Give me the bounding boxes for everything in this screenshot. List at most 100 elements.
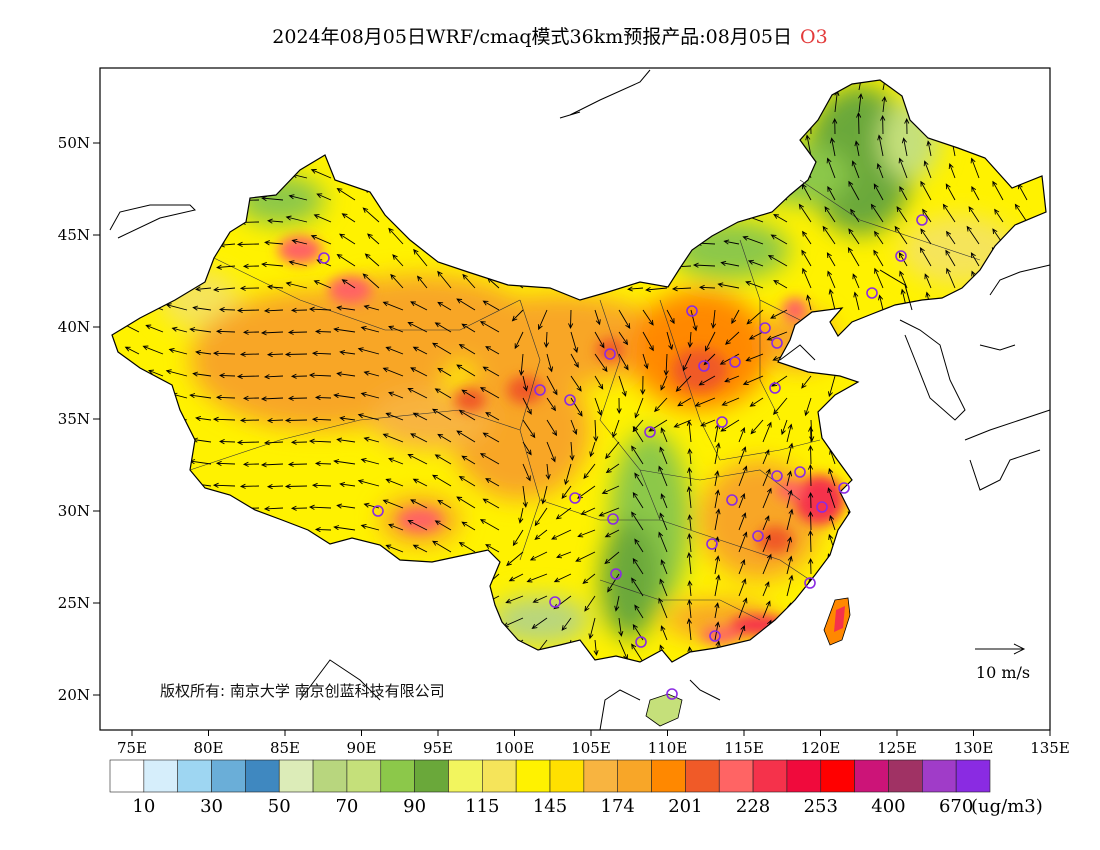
colorbar-label: 174 xyxy=(601,796,635,817)
city-marker xyxy=(752,530,764,542)
wind-arrow xyxy=(336,305,356,311)
colorbar-swatch xyxy=(718,759,754,793)
wind-arrow xyxy=(532,595,548,603)
lon-tick-label: 90E xyxy=(346,739,376,757)
latitude-axis: 50N 45N 40N 35N 30N 25N 20N xyxy=(58,134,100,704)
wind-arrow xyxy=(894,225,908,245)
wind-arrow xyxy=(564,463,572,486)
city-marker xyxy=(816,501,828,513)
wind-arrow xyxy=(786,574,794,597)
wind-arrow xyxy=(832,117,838,135)
wind-arrow xyxy=(288,260,308,267)
wind-arrow xyxy=(260,396,284,402)
wind-arrow xyxy=(522,397,532,415)
wind-arrow xyxy=(215,460,236,466)
wind-arrow xyxy=(568,309,574,330)
colorbar-swatch xyxy=(583,759,618,793)
wind-arrow xyxy=(627,286,644,292)
wind-arrow xyxy=(687,514,693,531)
wind-arrow xyxy=(165,303,188,311)
wind-arrow xyxy=(605,441,620,460)
wind-arrow xyxy=(767,254,788,267)
lon-tick-label: 130E xyxy=(954,739,994,757)
wind-arrow xyxy=(710,309,717,329)
wind-arrow xyxy=(546,353,554,373)
wind-arrow xyxy=(145,324,164,333)
neighbor-coastlines xyxy=(109,69,1051,731)
wind-arrow xyxy=(658,597,668,619)
wind-arrow xyxy=(848,180,860,201)
title-species: O3 xyxy=(800,26,828,48)
lon-tick-label: 115E xyxy=(724,739,764,757)
wind-arrow xyxy=(236,439,260,446)
wind-arrow xyxy=(898,252,908,267)
wind-arrow xyxy=(808,510,814,531)
wind-arrow xyxy=(742,375,764,385)
wind-arrow xyxy=(802,230,812,245)
wind-arrow xyxy=(341,213,356,223)
wind-arrow xyxy=(485,346,500,355)
wind-arrow xyxy=(308,306,332,312)
wind-arrow xyxy=(382,367,404,377)
wind-arrow xyxy=(827,270,836,289)
wind-arrow xyxy=(263,308,284,314)
wind-arrow xyxy=(290,373,308,379)
wind-arrow xyxy=(598,507,620,517)
wind-arrow xyxy=(363,370,380,377)
wind-arrow xyxy=(687,599,693,619)
wind-arrow xyxy=(362,273,380,289)
wind-arrow xyxy=(561,617,572,631)
wind-arrow xyxy=(966,225,980,245)
wind-arrow xyxy=(290,439,308,445)
wind-arrow xyxy=(218,372,236,379)
wind-arrow xyxy=(762,534,771,553)
wind-arrow xyxy=(870,203,884,223)
wind-arrow xyxy=(311,350,332,356)
wind-arrow xyxy=(434,388,452,399)
wind-arrow xyxy=(770,234,788,245)
wind-arrow xyxy=(216,264,236,270)
wind-arrow xyxy=(546,419,558,437)
wind-arrow xyxy=(660,427,668,443)
wind-arrow xyxy=(215,394,236,400)
wind-arrow xyxy=(923,160,932,179)
colorbar-label: 30 xyxy=(200,796,223,817)
taiwan-hotspot xyxy=(834,606,845,632)
wind-arrow xyxy=(618,353,629,371)
wind-arrow xyxy=(382,301,404,311)
wind-arrow xyxy=(642,353,649,370)
wind-arrow xyxy=(551,529,572,540)
wind-arrow xyxy=(946,267,956,289)
wind-arrow xyxy=(242,395,260,401)
wind-arrow xyxy=(762,553,772,575)
wind-arrow xyxy=(682,353,692,372)
lat-tick-label: 35N xyxy=(58,410,90,428)
wind-arrow xyxy=(827,487,836,509)
colorbar-swatch xyxy=(177,759,212,793)
city-marker xyxy=(895,250,907,262)
city-marker xyxy=(318,252,330,264)
wind-arrow xyxy=(195,415,212,422)
reference-vector: 10 m/s xyxy=(975,643,1030,682)
wind-arrow xyxy=(660,625,668,641)
colorbar-label: 50 xyxy=(268,796,291,817)
wind-arrow xyxy=(531,617,548,629)
wind-arrow xyxy=(291,238,308,245)
wind-arrow xyxy=(714,602,720,619)
lon-tick-label: 125E xyxy=(877,739,917,757)
wind-arrow xyxy=(410,301,428,311)
wind-arrow xyxy=(873,249,884,267)
wind-arrow xyxy=(333,525,356,531)
wind-arrow xyxy=(724,375,740,383)
colorbar-swatch xyxy=(651,759,686,793)
lon-tick-label: 110E xyxy=(648,739,688,757)
colorbar-swatch xyxy=(549,759,585,793)
city-marker xyxy=(866,287,878,299)
map-title: 2024年08月05日WRF/cmaq模式36km预报产品:08月05日 O3 xyxy=(0,22,1100,49)
colorbar-swatch xyxy=(820,759,855,793)
wind-arrow xyxy=(804,397,812,417)
wind-arrow xyxy=(618,375,627,397)
city-marker xyxy=(534,384,546,396)
wind-arrow xyxy=(798,203,812,223)
wind-arrow xyxy=(805,134,812,157)
